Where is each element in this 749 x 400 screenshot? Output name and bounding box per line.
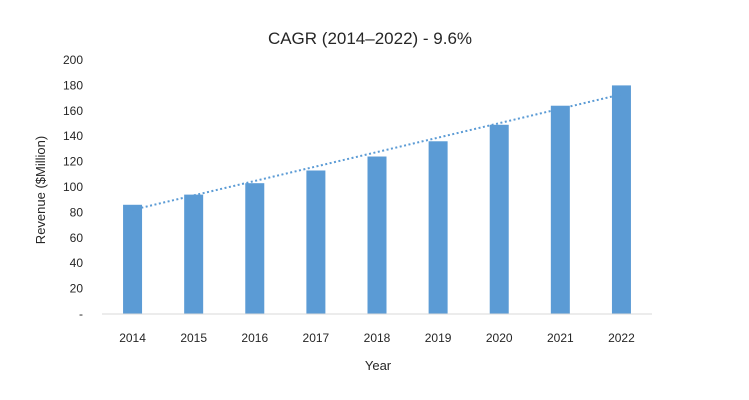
x-tick-label: 2015 (180, 331, 207, 345)
x-axis-ticks: 2014 2015 2016 2017 2018 2019 2020 2021 2022 (119, 331, 635, 345)
y-tick-label: - (79, 307, 83, 321)
bar (611, 85, 631, 315)
x-axis-label: Year (365, 358, 392, 373)
y-tick-label: 100 (63, 180, 83, 194)
x-tick-label: 2018 (364, 331, 391, 345)
x-tick-label: 2019 (425, 331, 452, 345)
x-tick-label: 2020 (486, 331, 513, 345)
y-tick-label: 40 (70, 256, 84, 270)
x-tick-label: 2022 (608, 331, 635, 345)
y-tick-label: 20 (70, 282, 84, 296)
y-axis-ticks: - 20 40 60 80 100 120 140 160 180 200 (63, 53, 83, 321)
bar (489, 124, 509, 315)
bar (123, 204, 143, 314)
bar (550, 105, 570, 314)
x-tick-label: 2017 (303, 331, 330, 345)
trendline (132, 93, 622, 211)
bar (184, 194, 204, 314)
x-tick-label: 2016 (241, 331, 268, 345)
y-tick-label: 140 (63, 129, 83, 143)
y-tick-label: 60 (70, 231, 84, 245)
y-tick-label: 80 (70, 205, 84, 219)
bar (367, 156, 387, 314)
bars-group (123, 85, 631, 315)
y-tick-label: 180 (63, 78, 83, 92)
y-tick-label: 200 (63, 53, 83, 67)
y-axis-label: Revenue ($Million) (33, 136, 48, 244)
x-tick-label: 2021 (547, 331, 574, 345)
bar (245, 183, 265, 314)
y-tick-label: 160 (63, 104, 83, 118)
x-tick-label: 2014 (119, 331, 146, 345)
trendline-group (132, 93, 622, 211)
bar (306, 170, 326, 314)
bar (428, 141, 448, 314)
chart-title: CAGR (2014–2022) - 9.6% (268, 29, 472, 48)
y-tick-label: 120 (63, 155, 83, 169)
